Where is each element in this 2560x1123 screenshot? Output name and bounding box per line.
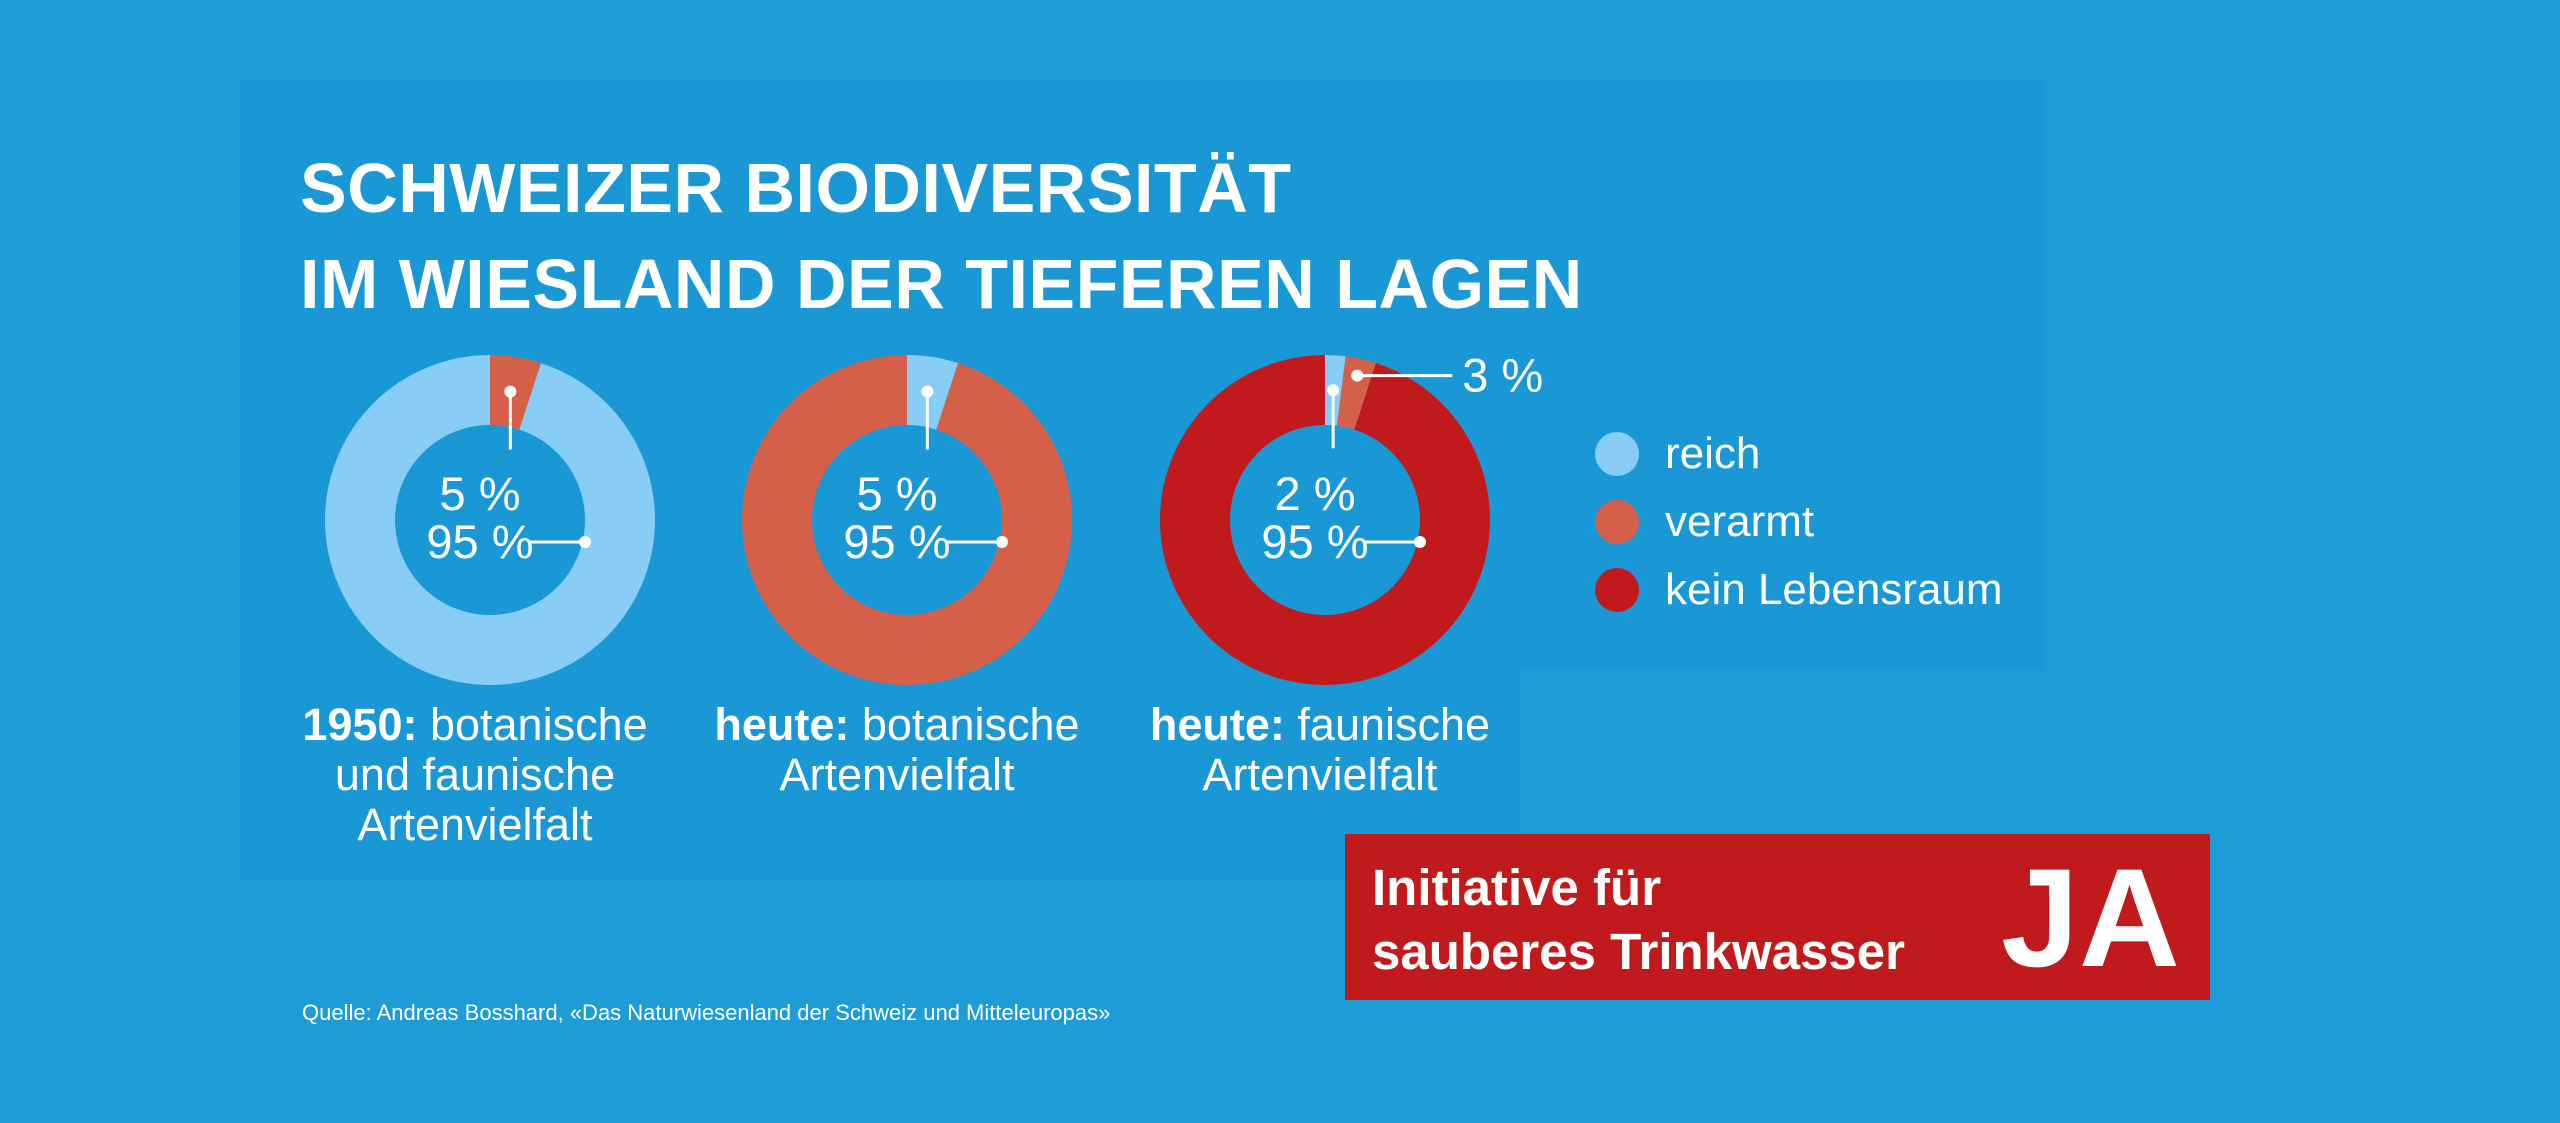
donut-chart-heute-faunisch: 2 % 95 % 3 % [1155,349,1543,690]
legend-item-kein-lebensraum: kein Lebensraum [1595,556,2003,624]
caption-panel [240,670,1520,880]
legend-item-verarmt: verarmt [1595,488,2003,556]
percent-label: 2 % [1275,467,1356,520]
donut-svg: 2 %95 % 3 % [1160,349,1543,685]
percent-label: 5 % [857,467,938,520]
caption-line: Artenvielfalt [1202,749,1438,800]
title-line-2: IM WIESLAND DER TIEFEREN LAGEN [300,245,1583,323]
percent-label: 95 % [843,515,950,568]
caption-bold: heute: [1149,699,1285,750]
caption-line: botanische [417,699,648,750]
donut-svg: 5 %95 % [742,355,1072,685]
leader-dot [1351,369,1364,382]
caption-heute-botanisch: heute: botanische Artenvielfalt [712,700,1082,800]
caption-line: faunische [1284,699,1491,750]
legend-label: kein Lebensraum [1665,565,2003,614]
caption-line: Artenvielfalt [357,799,593,850]
caption-bold: heute: [714,699,850,750]
page-title: SCHWEIZER BIODIVERSITÄT IM WIESLAND DER … [300,140,1583,332]
caption-heute-faunisch: heute: faunische Artenvielfalt [1145,700,1495,800]
donut-svg: 5 %95 % [325,355,655,685]
donut-slice-kein-lebensraum [1160,355,1490,685]
donut-slice-reich [325,355,655,685]
caption-line: Artenvielfalt [779,749,1015,800]
caption-line: botanische [849,699,1080,750]
legend-item-reich: reich [1595,420,2003,488]
source-note: Quelle: Andreas Bosshard, «Das Naturwies… [302,1000,1111,1025]
legend-swatch-kein-lebensraum [1595,568,1639,612]
donut-chart-heute-botanisch: 5 % 95 % [737,350,1077,690]
legend: reich verarmt kein Lebensraum [1595,420,2003,624]
leader-dot [996,536,1008,548]
legend-label: reich [1665,429,1761,478]
leader-dot [504,385,517,398]
percent-label: 95 % [1261,515,1368,568]
percent-label: 3 % [1462,349,1543,402]
legend-swatch-verarmt [1595,500,1639,544]
donut-slice-verarmt [742,355,1072,685]
caption-line: und faunische [334,749,616,800]
legend-label: verarmt [1665,497,1815,546]
leader-dot [1327,384,1340,397]
donut-chart-1950: 5 % 95 % [320,350,660,690]
caption-bold: 1950: [302,699,418,750]
title-line-1: SCHWEIZER BIODIVERSITÄT [300,149,1292,227]
leader-dot [921,385,934,398]
badge-line-1: Initiative für [1372,859,1662,916]
percent-label: 5 % [440,467,521,520]
initiative-badge: Initiative für sauberes Trinkwasser JA [1345,834,2210,1000]
leader-dot [1414,536,1426,548]
badge-ja: JA [2001,839,2180,996]
badge-line-2: sauberes Trinkwasser [1372,923,1905,980]
caption-1950: 1950: botanische und faunische Artenviel… [300,700,650,850]
legend-swatch-reich [1595,432,1639,476]
badge-text: Initiative für sauberes Trinkwasser [1372,856,1905,984]
percent-label: 95 % [426,515,533,568]
leader-dot [579,536,591,548]
